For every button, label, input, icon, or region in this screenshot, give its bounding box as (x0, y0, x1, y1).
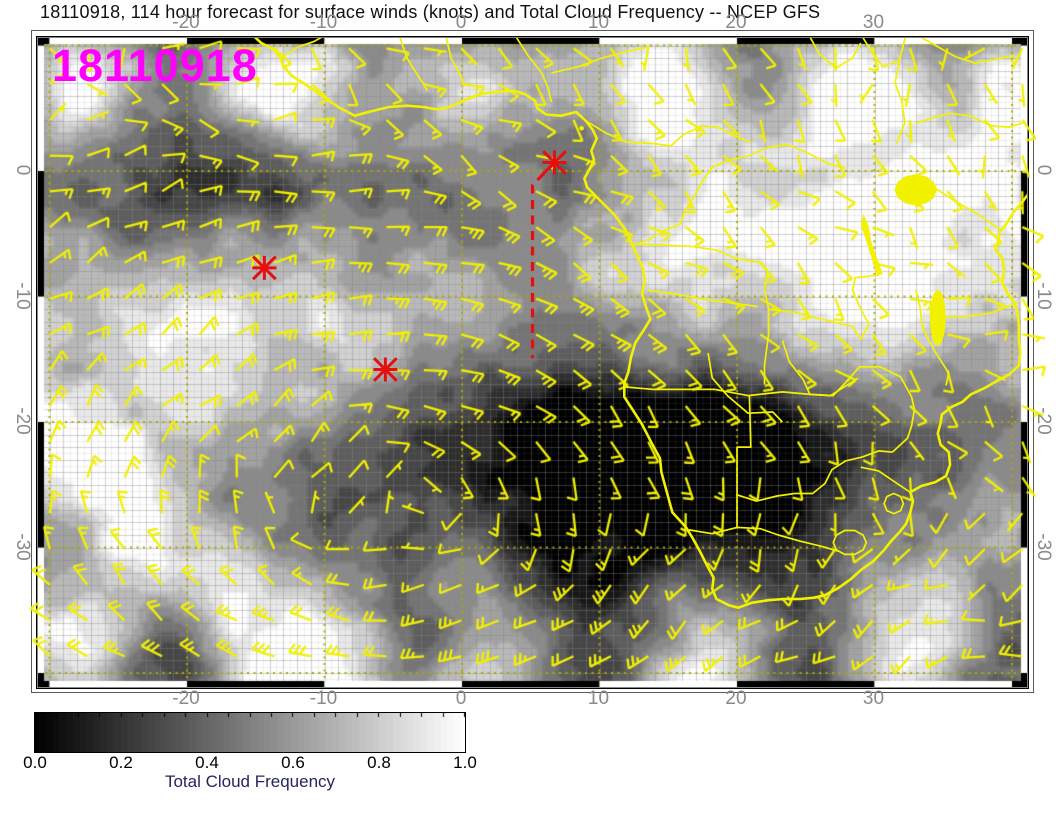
axis-tick-label: -10 (309, 12, 338, 33)
border-river-line (768, 274, 879, 341)
border-river-line (585, 120, 752, 147)
axis-tick-label: -10 (1033, 281, 1054, 310)
axis-tick-label: 20 (725, 12, 747, 33)
enclave-border (832, 529, 868, 556)
coastlines-layer (253, 38, 1027, 609)
border-river-line (647, 289, 758, 308)
axis-tick-label: -20 (1033, 407, 1054, 435)
border-river-line (707, 352, 784, 423)
colorbar-tick-label: 0.8 (367, 753, 391, 772)
axis-tick-label: 10 (587, 12, 610, 33)
axis-tick-label: -20 (12, 407, 33, 435)
border-river-line (624, 386, 810, 397)
map-area (36, 36, 1029, 689)
island (579, 126, 584, 131)
axis-tick-label: 30 (862, 688, 885, 709)
border-river-line (632, 143, 846, 248)
datestamp: 18110918 (52, 40, 258, 91)
colorbar-tick-label: 0.6 (281, 753, 305, 772)
axis-tick-label: -10 (12, 281, 33, 310)
axis-tick-label: -20 (172, 12, 200, 33)
lake (894, 174, 937, 206)
axis-tick-label: 10 (587, 688, 610, 709)
border-river-line (809, 365, 916, 453)
border-river-line (629, 242, 770, 385)
axis-tick-label: 0 (455, 12, 467, 33)
colorbar-label: Total Cloud Frequency (164, 772, 336, 791)
border-river-line (399, 38, 429, 92)
border-river-line (927, 182, 1002, 231)
border-river-line (736, 395, 752, 528)
border-river-line (736, 450, 893, 502)
island (550, 164, 556, 170)
colorbar-tick-label: 0.0 (23, 753, 47, 772)
axis-tick-label: 0 (1033, 164, 1054, 176)
axis-tick-label: 30 (862, 12, 885, 33)
colorbar-tick-label: 1.0 (453, 753, 477, 772)
border-river-line (688, 526, 840, 553)
border-river-line (862, 38, 900, 68)
axis-tick-label: -30 (1033, 532, 1054, 561)
border-river-line (915, 112, 1027, 128)
lake (929, 289, 946, 347)
colorbar-tick-label: 0.4 (195, 753, 219, 772)
border-river-line (551, 45, 650, 74)
border-river-line (894, 38, 906, 144)
border-river-line (809, 38, 862, 69)
axis-tick-label: -20 (172, 688, 200, 709)
africa-coastline (253, 38, 1027, 609)
border-river-line (280, 38, 323, 59)
chart-title: 18110918, 114 hour forecast for surface … (40, 2, 821, 22)
border-river-line (860, 466, 911, 494)
colorbar (34, 712, 466, 753)
colorbar-tick-label: 0.2 (109, 753, 133, 772)
axis-tick-label: -30 (12, 532, 33, 561)
border-river-line (781, 340, 859, 397)
axis-tick-label: -10 (309, 688, 338, 709)
border-river-line (445, 38, 466, 87)
border-river-line (937, 302, 1018, 318)
border-river-line (920, 38, 1015, 64)
axis-tick-label: 0 (455, 688, 467, 709)
enclave-border (883, 492, 905, 515)
axis-tick-label: 0 (12, 164, 33, 176)
axis-tick-label: 20 (725, 688, 747, 709)
lake-tanganyika (860, 213, 883, 276)
